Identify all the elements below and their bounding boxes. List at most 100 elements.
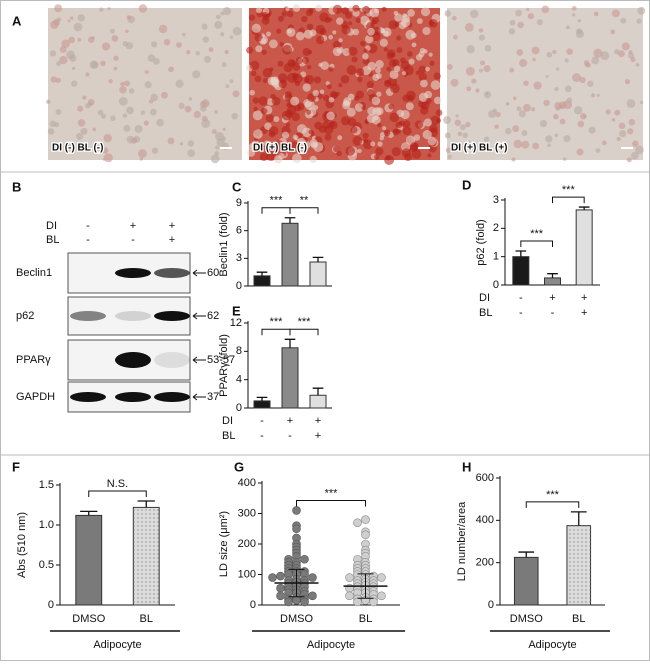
texture bbox=[253, 129, 263, 139]
texture bbox=[249, 89, 255, 96]
y-tick-label: 3 bbox=[236, 252, 242, 264]
texture bbox=[107, 7, 111, 11]
texture bbox=[427, 136, 437, 146]
texture bbox=[259, 152, 269, 161]
texture bbox=[302, 56, 310, 64]
texture bbox=[82, 95, 87, 100]
y-axis-label: LD number/area bbox=[456, 501, 468, 581]
texture bbox=[462, 132, 468, 139]
texture bbox=[332, 4, 343, 15]
texture bbox=[600, 51, 610, 61]
texture bbox=[308, 8, 314, 14]
bar-texture bbox=[566, 525, 591, 605]
ld-dot bbox=[292, 596, 301, 605]
texture bbox=[178, 102, 185, 110]
texture bbox=[443, 116, 451, 124]
texture bbox=[292, 153, 302, 163]
texture bbox=[465, 121, 471, 128]
texture bbox=[150, 93, 159, 102]
texture bbox=[151, 147, 159, 154]
texture bbox=[262, 67, 273, 78]
texture bbox=[313, 142, 324, 153]
bar bbox=[309, 261, 327, 287]
significance-label: *** bbox=[562, 184, 576, 196]
error-bar bbox=[518, 551, 535, 558]
texture bbox=[636, 18, 642, 24]
texture bbox=[297, 137, 306, 147]
texture bbox=[292, 134, 298, 140]
texture bbox=[50, 76, 57, 83]
texture bbox=[113, 66, 118, 71]
texture bbox=[201, 99, 210, 108]
texture bbox=[147, 54, 156, 62]
texture bbox=[395, 121, 403, 129]
texture bbox=[125, 29, 129, 34]
texture bbox=[328, 96, 335, 103]
x-tick-label: BL bbox=[359, 613, 372, 625]
texture bbox=[126, 15, 131, 20]
texture bbox=[546, 51, 553, 58]
texture bbox=[621, 42, 630, 51]
texture bbox=[326, 84, 332, 89]
texture bbox=[577, 19, 581, 23]
texture bbox=[278, 79, 288, 89]
blot-band bbox=[70, 392, 106, 402]
ld-dot bbox=[268, 573, 277, 582]
bar bbox=[281, 347, 299, 409]
texture bbox=[455, 114, 459, 118]
texture bbox=[371, 96, 381, 106]
texture bbox=[566, 25, 570, 30]
texture bbox=[306, 23, 314, 31]
texture bbox=[289, 141, 298, 150]
texture bbox=[144, 69, 149, 75]
texture bbox=[635, 63, 640, 67]
texture bbox=[150, 41, 158, 48]
texture bbox=[260, 107, 268, 115]
y-tick-label: 100 bbox=[238, 568, 256, 580]
bar-texture bbox=[133, 507, 160, 605]
texture bbox=[389, 70, 399, 80]
texture bbox=[214, 20, 223, 29]
bar bbox=[281, 222, 299, 287]
error-bar bbox=[80, 510, 98, 516]
bar bbox=[75, 514, 103, 606]
texture bbox=[516, 49, 524, 56]
ld-dot bbox=[300, 597, 309, 607]
texture bbox=[392, 59, 400, 67]
y-tick-label: 8 bbox=[236, 345, 242, 357]
texture bbox=[511, 157, 516, 162]
y-tick-label: 0 bbox=[236, 280, 242, 292]
texture bbox=[277, 60, 284, 67]
texture bbox=[345, 146, 355, 156]
texture bbox=[103, 133, 112, 143]
texture bbox=[77, 37, 82, 42]
texture bbox=[254, 75, 262, 83]
texture bbox=[47, 128, 55, 135]
texture bbox=[566, 48, 573, 55]
y-tick-label: 1 bbox=[493, 251, 499, 263]
texture bbox=[466, 86, 472, 92]
texture bbox=[512, 96, 517, 101]
texture bbox=[77, 105, 84, 112]
texture bbox=[484, 44, 492, 52]
texture bbox=[168, 66, 174, 73]
size-label: 62 bbox=[207, 310, 219, 322]
bar bbox=[309, 394, 327, 409]
texture bbox=[576, 148, 584, 156]
significance-bracket bbox=[525, 501, 580, 508]
row-label: BL bbox=[222, 430, 235, 442]
texture bbox=[532, 57, 536, 62]
texture bbox=[593, 11, 599, 17]
texture bbox=[211, 129, 217, 135]
texture bbox=[110, 115, 116, 121]
texture bbox=[201, 23, 208, 30]
texture bbox=[396, 128, 402, 134]
texture bbox=[101, 42, 111, 51]
texture bbox=[246, 46, 254, 54]
texture bbox=[357, 76, 363, 83]
texture bbox=[393, 129, 398, 134]
texture bbox=[591, 56, 600, 65]
texture bbox=[513, 139, 523, 149]
blot-band bbox=[115, 352, 151, 368]
panel-letter: E bbox=[232, 303, 241, 318]
